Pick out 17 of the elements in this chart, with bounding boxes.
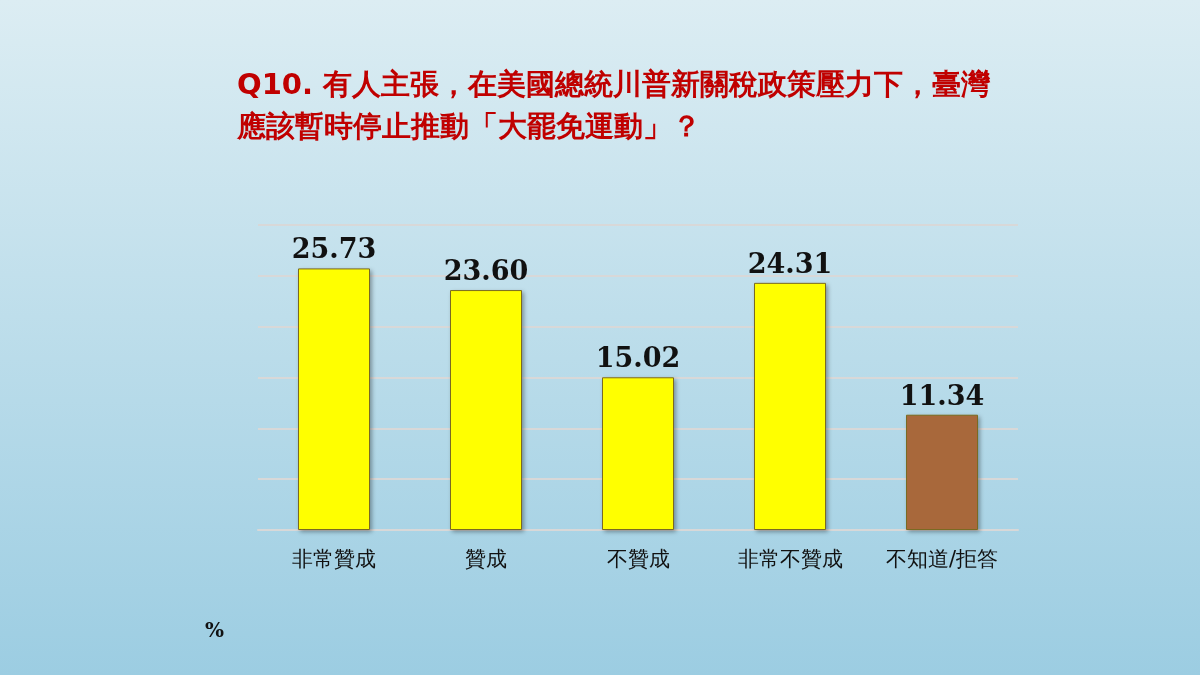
- x-tick-label: 非常贊成: [292, 546, 376, 571]
- x-tick-label: 不知道/拒答: [885, 546, 999, 571]
- data-label: 25.73: [291, 233, 377, 265]
- x-tick-label: 不贊成: [606, 546, 670, 571]
- bar: [906, 414, 978, 530]
- data-label: 23.60: [443, 255, 529, 287]
- x-tick-label: 非常不贊成: [737, 546, 843, 571]
- data-label: 24.31: [747, 247, 833, 279]
- x-tick-label: 贊成: [465, 546, 507, 571]
- bar: [298, 268, 370, 530]
- chart-title: Q10. 有人主張，在美國總統川普新關稅政策壓力下，臺灣應該暫時停止推動「大罷免運動」？: [236, 67, 992, 143]
- bar: [450, 290, 522, 530]
- text: %: [205, 618, 225, 642]
- data-label: 15.02: [595, 342, 681, 374]
- bar: [602, 377, 674, 530]
- bar: [754, 282, 826, 530]
- data-label: 11.34: [899, 379, 985, 411]
